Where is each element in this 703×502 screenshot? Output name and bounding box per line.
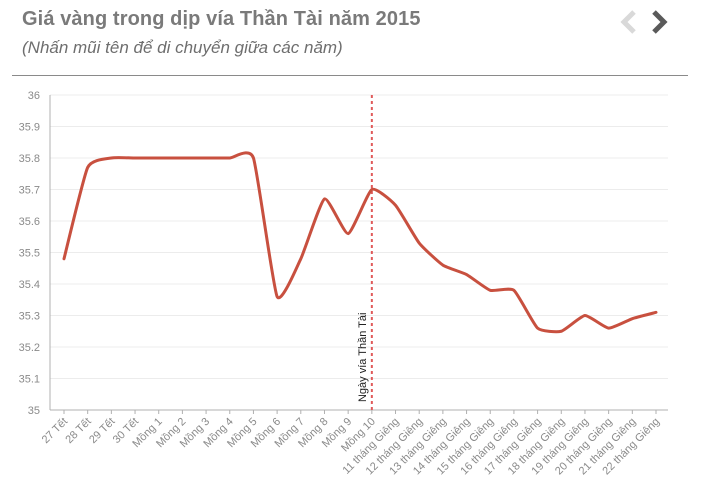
- data-point[interactable]: [84, 163, 92, 171]
- data-point[interactable]: [202, 154, 210, 162]
- series: [60, 151, 660, 335]
- y-tick-label: 35.9: [19, 122, 40, 134]
- x-tick-label: 27 Tết: [40, 416, 70, 446]
- data-point[interactable]: [463, 271, 471, 279]
- data-point[interactable]: [60, 255, 68, 263]
- y-axis-ticks: 35 35.1 35.2 35.3 35.4 35.5 35.6 35.7 35.8 35.9 36: [19, 90, 40, 417]
- data-point[interactable]: [486, 286, 494, 294]
- data-point[interactable]: [344, 230, 352, 238]
- series-line: [62, 151, 658, 334]
- x-tick-label: 28 Tết: [63, 416, 93, 446]
- data-point[interactable]: [605, 324, 613, 332]
- y-tick-label: 36: [28, 90, 40, 102]
- data-point[interactable]: [249, 154, 257, 162]
- data-point[interactable]: [131, 154, 139, 162]
- data-point[interactable]: [226, 154, 234, 162]
- annotation: Ngày vía Thần Tài: [357, 95, 373, 410]
- previous-year-button[interactable]: [618, 8, 640, 36]
- y-tick-label: 35: [28, 405, 40, 417]
- line-chart: 35 35.1 35.2 35.3 35.4 35.5 35.6 35.7 35.8 35.9 36…: [19, 90, 668, 477]
- gridlines: [50, 94, 668, 379]
- chart-title: Giá vàng trong dịp vía Thần Tài năm 2015: [22, 8, 421, 30]
- y-tick-label: 35.1: [19, 374, 40, 386]
- data-point[interactable]: [510, 286, 518, 294]
- annotation-label: Ngày vía Thần Tài: [357, 313, 369, 402]
- data-point[interactable]: [628, 315, 636, 323]
- chart-header: Giá vàng trong dịp vía Thần Tài năm 2015…: [0, 0, 703, 76]
- x-tick-label: 29 Tết: [87, 416, 117, 446]
- data-point[interactable]: [273, 293, 281, 301]
- axes: [49, 95, 668, 411]
- y-tick-label: 35.5: [19, 248, 40, 260]
- data-point[interactable]: [439, 261, 447, 269]
- data-point[interactable]: [297, 255, 305, 263]
- data-point[interactable]: [155, 154, 163, 162]
- data-point[interactable]: [320, 195, 328, 203]
- y-tick-label: 35.6: [19, 216, 40, 228]
- data-point[interactable]: [557, 327, 565, 335]
- y-tick-label: 35.8: [19, 153, 40, 165]
- next-year-button[interactable]: [648, 8, 670, 36]
- chevron-right-icon: [652, 10, 668, 34]
- y-tick-label: 35.7: [19, 185, 40, 197]
- data-point[interactable]: [392, 201, 400, 209]
- data-point[interactable]: [368, 186, 376, 194]
- y-tick-label: 35.3: [19, 311, 40, 323]
- y-tick-label: 35.2: [19, 342, 40, 354]
- chart-subtitle: (Nhấn mũi tên để di chuyển giữa các năm): [22, 38, 343, 57]
- data-point[interactable]: [534, 324, 542, 332]
- header-divider: [12, 75, 688, 76]
- chevron-left-icon: [620, 10, 636, 34]
- y-tick-label: 35.4: [19, 279, 40, 291]
- data-point[interactable]: [652, 308, 660, 316]
- data-point[interactable]: [178, 154, 186, 162]
- data-point[interactable]: [107, 154, 115, 162]
- data-point[interactable]: [581, 312, 589, 320]
- data-point[interactable]: [415, 239, 423, 247]
